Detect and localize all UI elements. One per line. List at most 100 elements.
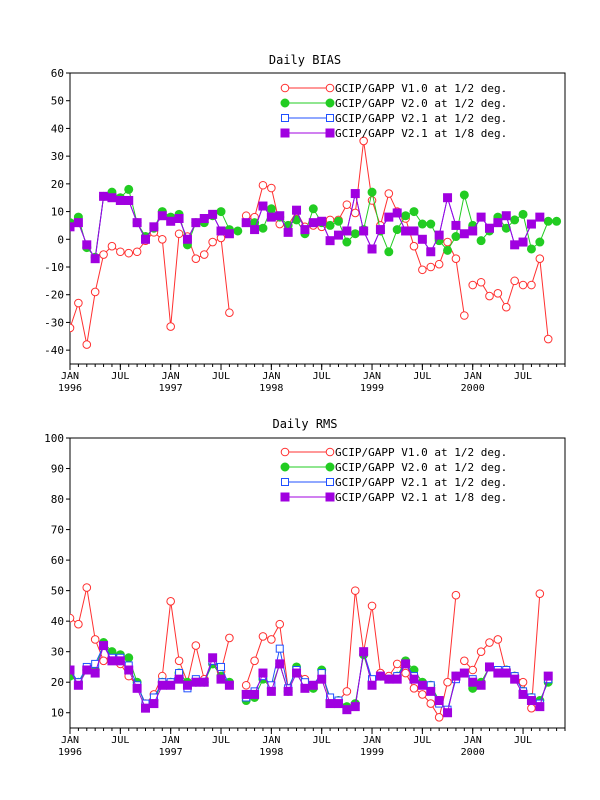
y-tick-label: 0 bbox=[57, 233, 64, 246]
data-point bbox=[182, 234, 192, 244]
data-point bbox=[74, 298, 83, 308]
data-point bbox=[518, 689, 528, 699]
data-point bbox=[115, 656, 125, 666]
data-point bbox=[99, 641, 109, 651]
data-point bbox=[451, 671, 461, 681]
data-point bbox=[73, 680, 83, 690]
legend-label: GCIP/GAPP V2.1 at 1/8 deg. bbox=[335, 491, 507, 504]
data-point bbox=[426, 219, 436, 229]
data-point bbox=[199, 677, 209, 687]
data-point bbox=[166, 216, 176, 226]
data-point bbox=[258, 201, 268, 211]
x-tick-label: JAN bbox=[61, 371, 79, 382]
x-year-label: 1998 bbox=[259, 383, 283, 394]
data-point bbox=[501, 211, 511, 221]
data-point bbox=[375, 225, 385, 235]
x-tick-label: JUL bbox=[313, 735, 331, 746]
data-point bbox=[418, 690, 427, 699]
data-point bbox=[485, 291, 494, 301]
data-point bbox=[107, 241, 117, 251]
data-point bbox=[107, 656, 117, 666]
data-point bbox=[292, 205, 302, 215]
data-point bbox=[527, 280, 536, 290]
x-tick-label: JUL bbox=[212, 371, 230, 382]
data-point bbox=[300, 683, 310, 693]
y-tick-label: 100 bbox=[44, 432, 64, 445]
data-point bbox=[191, 677, 201, 687]
y-tick-label: 70 bbox=[51, 524, 64, 537]
x-tick-label: JUL bbox=[313, 371, 331, 382]
data-point bbox=[124, 248, 134, 258]
x-tick-label: JAN bbox=[262, 735, 280, 746]
data-point bbox=[317, 674, 327, 684]
data-point bbox=[493, 635, 503, 644]
legend: GCIP/GAPP V1.0 at 1/2 deg. GCIP/GAPP V2.0… bbox=[280, 446, 507, 504]
data-point bbox=[191, 641, 201, 650]
data-point bbox=[417, 219, 427, 229]
data-point bbox=[418, 265, 427, 275]
data-point bbox=[166, 680, 176, 690]
x-tick-label: JAN bbox=[363, 371, 381, 382]
y-tick-label: 60 bbox=[51, 554, 64, 567]
data-point bbox=[552, 216, 562, 226]
data-point bbox=[384, 212, 394, 222]
data-point bbox=[250, 225, 260, 235]
data-point bbox=[325, 462, 335, 472]
data-point bbox=[281, 114, 289, 122]
data-point bbox=[266, 204, 276, 214]
data-point bbox=[434, 230, 444, 240]
data-point bbox=[70, 665, 75, 675]
data-point bbox=[149, 699, 159, 709]
legend-label: GCIP/GAPP V2.1 at 1/2 deg. bbox=[335, 476, 507, 489]
y-tick-label: 50 bbox=[51, 585, 64, 598]
x-year-label: 1999 bbox=[360, 747, 384, 758]
data-point bbox=[426, 247, 436, 257]
data-point bbox=[333, 699, 343, 709]
data-point bbox=[174, 674, 184, 684]
data-point bbox=[258, 632, 268, 641]
data-point bbox=[342, 687, 352, 696]
y-tick-label: 20 bbox=[51, 178, 64, 191]
x-tick-label: JAN bbox=[162, 735, 180, 746]
y-tick-label: 50 bbox=[51, 95, 64, 108]
series-4 bbox=[70, 189, 545, 264]
data-point bbox=[451, 232, 461, 242]
x-tick-label: JAN bbox=[262, 371, 280, 382]
data-point bbox=[426, 699, 436, 708]
y-tick-label: 10 bbox=[51, 206, 64, 219]
data-point bbox=[543, 671, 553, 681]
data-point bbox=[308, 204, 318, 214]
data-point bbox=[468, 665, 478, 675]
x-tick-label: JAN bbox=[464, 371, 482, 382]
data-point bbox=[493, 668, 503, 678]
data-point bbox=[182, 680, 192, 690]
data-point bbox=[267, 635, 276, 644]
series-line bbox=[472, 258, 549, 340]
x-tick-label: JAN bbox=[363, 735, 381, 746]
data-point bbox=[485, 638, 494, 647]
data-point bbox=[224, 680, 234, 690]
legend-label: GCIP/GAPP V2.0 at 1/2 deg. bbox=[335, 461, 507, 474]
data-point bbox=[392, 225, 402, 235]
data-point bbox=[367, 187, 377, 197]
data-point bbox=[241, 218, 251, 228]
data-point bbox=[275, 659, 285, 669]
data-point bbox=[460, 311, 469, 320]
data-point bbox=[518, 280, 528, 290]
data-point bbox=[443, 193, 453, 203]
data-point bbox=[82, 240, 92, 250]
data-point bbox=[116, 247, 125, 257]
data-point bbox=[317, 216, 327, 226]
y-tick-label: 30 bbox=[51, 150, 64, 163]
data-point bbox=[199, 214, 209, 223]
data-point bbox=[493, 289, 503, 298]
data-point bbox=[107, 193, 117, 203]
data-point bbox=[70, 323, 75, 333]
data-point bbox=[359, 136, 368, 146]
series-4 bbox=[70, 641, 553, 718]
data-point bbox=[325, 236, 335, 246]
x-year-label: 1996 bbox=[58, 747, 82, 758]
data-point bbox=[543, 334, 553, 344]
data-point bbox=[326, 114, 334, 122]
